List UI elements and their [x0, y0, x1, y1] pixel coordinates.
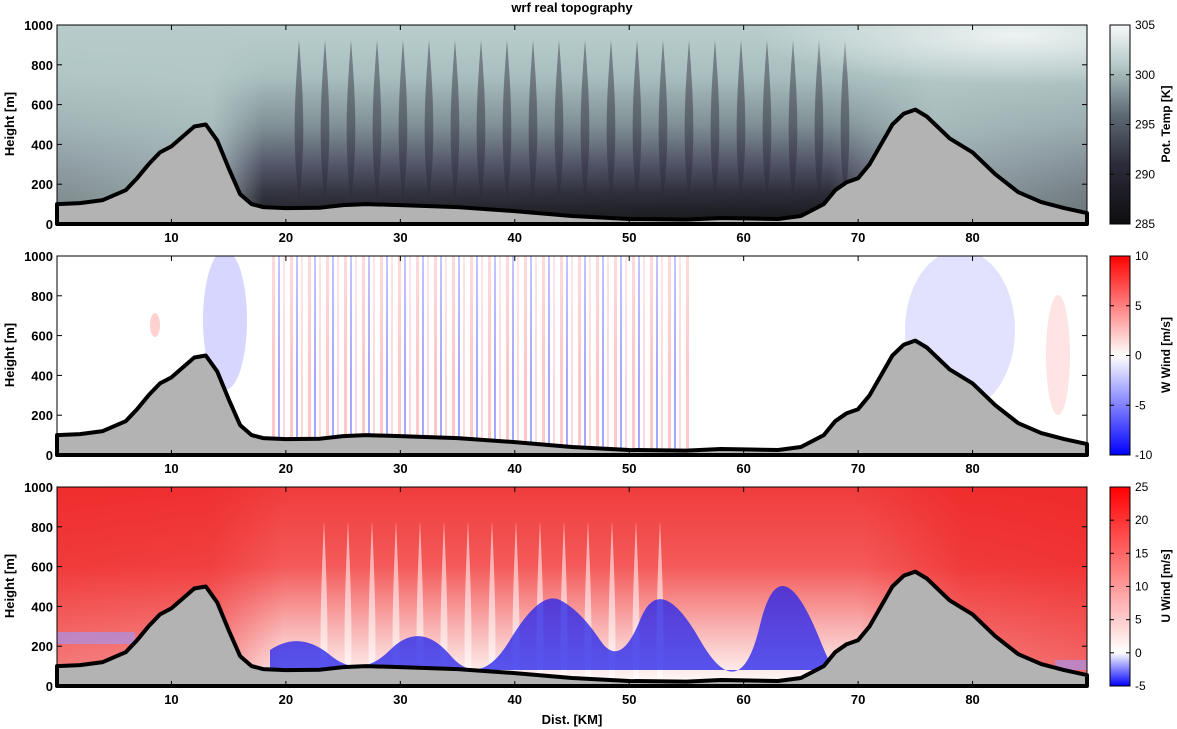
x-tick-label: 20: [279, 230, 293, 245]
y-tick-label: 400: [31, 137, 53, 152]
plot-frame: [56, 255, 1088, 456]
x-axis-label: Dist. [KM]: [542, 712, 603, 727]
colorbar-tick-label: -5: [1135, 398, 1146, 412]
plot-frame: [56, 486, 1088, 687]
figure-title: wrf real topography: [510, 0, 633, 15]
colorbar-ticks: -5 0 5 10 15 20 25: [1110, 480, 1149, 693]
colorbar-tick-label: 5: [1135, 299, 1142, 313]
y-tick-label: 800: [31, 289, 53, 304]
y-tick-label: 200: [31, 177, 53, 192]
y-tick-label: 1000: [24, 249, 53, 264]
y-tick-label: 1000: [24, 480, 53, 495]
colorbar-tick-label: -10: [1135, 448, 1153, 462]
terrain-profile: [55, 107, 1089, 226]
x-tick-label: 60: [736, 692, 750, 707]
x-tick-label: 10: [164, 230, 178, 245]
colorbar-tick-label: 10: [1135, 249, 1149, 263]
y-tick-label: 800: [31, 520, 53, 535]
y-tick-label: 0: [46, 448, 53, 463]
x-tick-label: 30: [393, 230, 407, 245]
colorbar-ticks: 285 290 295 300 305: [1110, 18, 1155, 231]
colorbar-label: Pot. Temp [K]: [1159, 85, 1173, 162]
x-tick-label: 50: [622, 692, 636, 707]
terrain-profile: [55, 569, 1089, 688]
plot-frame: [56, 24, 1088, 225]
x-tick-label: 80: [965, 692, 979, 707]
colorbar-label: W Wind [m/s]: [1159, 317, 1173, 393]
y-tick-label: 600: [31, 98, 53, 113]
colorbar-tick-label: 285: [1135, 217, 1155, 231]
x-tick-label: 30: [393, 461, 407, 476]
colorbar-tick-label: 0: [1135, 349, 1142, 363]
x-tick-label: 40: [508, 461, 522, 476]
y-tick-label: 800: [31, 58, 53, 73]
y-axis-label: Height [m]: [2, 323, 17, 387]
x-tick-label: 70: [851, 461, 865, 476]
colorbar-tick-label: -5: [1135, 679, 1146, 693]
y-tick-label: 600: [31, 329, 53, 344]
y-axis-label: Height [m]: [2, 92, 17, 156]
colorbar-ticks: -10 -5 0 5 10: [1110, 249, 1153, 462]
x-tick-label: 40: [508, 692, 522, 707]
y-tick-label: 200: [31, 408, 53, 423]
x-tick-label: 60: [736, 230, 750, 245]
y-tick-label: 400: [31, 368, 53, 383]
y-tick-label: 400: [31, 599, 53, 614]
colorbar-tick-label: 5: [1135, 613, 1142, 627]
x-tick-label: 10: [164, 692, 178, 707]
x-tick-label: 10: [164, 461, 178, 476]
y-tick-label: 0: [46, 217, 53, 232]
x-tick-label: 80: [965, 461, 979, 476]
terrain-profile: [55, 338, 1089, 457]
y-tick-label: 0: [46, 679, 53, 694]
x-tick-label: 70: [851, 692, 865, 707]
colorbar-tick-label: 15: [1135, 546, 1149, 560]
colorbar-label: U Wind [m/s]: [1159, 549, 1173, 622]
colorbar-tick-label: 20: [1135, 513, 1149, 527]
colorbar-tick-label: 290: [1135, 167, 1155, 181]
y-tick-label: 600: [31, 560, 53, 575]
colorbar-tick-label: 300: [1135, 68, 1155, 82]
x-tick-label: 30: [393, 692, 407, 707]
x-tick-label: 70: [851, 230, 865, 245]
x-tick-label: 20: [279, 461, 293, 476]
colorbar-tick-label: 0: [1135, 646, 1142, 660]
y-axis-label: Height [m]: [2, 554, 17, 618]
x-tick-label: 50: [622, 461, 636, 476]
colorbar-tick-label: 10: [1135, 580, 1149, 594]
x-tick-label: 80: [965, 230, 979, 245]
colorbar-tick-label: 25: [1135, 480, 1149, 494]
y-tick-label: 1000: [24, 18, 53, 33]
x-tick-label: 60: [736, 461, 750, 476]
y-tick-label: 200: [31, 639, 53, 654]
colorbar-tick-label: 295: [1135, 118, 1155, 132]
x-tick-label: 20: [279, 692, 293, 707]
colorbar-tick-label: 305: [1135, 18, 1155, 32]
x-tick-label: 40: [508, 230, 522, 245]
x-tick-label: 50: [622, 230, 636, 245]
